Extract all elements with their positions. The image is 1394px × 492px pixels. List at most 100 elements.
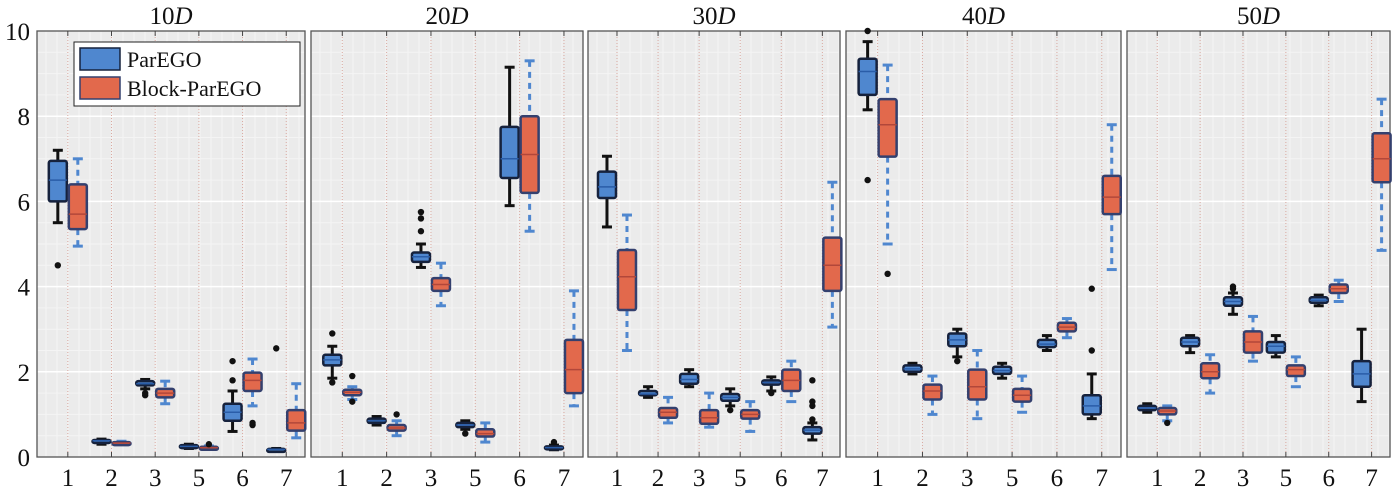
panel-title-number: 30 <box>692 3 717 30</box>
y-tick-label: 4 <box>18 275 31 302</box>
x-tick-label: 6 <box>513 465 526 492</box>
outlier-point <box>954 357 961 365</box>
x-tick-label: 7 <box>558 465 571 492</box>
x-tick-label: 2 <box>916 465 929 492</box>
panel-title-number: 50 <box>1237 3 1262 30</box>
box-block-parego <box>1371 131 1392 184</box>
x-tick-label: 5 <box>1006 465 1019 492</box>
outlier-point <box>273 345 280 352</box>
outlier-point <box>229 357 236 365</box>
box-block-parego <box>1199 362 1221 380</box>
x-tick-label: 2 <box>380 465 393 492</box>
box-block-parego <box>877 97 898 158</box>
x-tick-label: 6 <box>236 465 249 492</box>
x-tick-label: 2 <box>1194 465 1207 492</box>
x-tick-label: 5 <box>1280 465 1293 492</box>
panel-title: 30D <box>692 3 735 30</box>
outlier-point <box>462 430 469 437</box>
outlier-point <box>249 419 256 427</box>
plot-frame <box>310 30 584 458</box>
x-tick-label: 3 <box>693 465 706 492</box>
box-block-parego <box>967 368 988 401</box>
x-tick-label: 3 <box>149 465 162 492</box>
x-tick-label: 6 <box>1322 465 1335 492</box>
outlier-point <box>809 377 816 384</box>
y-tick-label: 6 <box>18 189 31 216</box>
outlier-point <box>809 402 816 410</box>
x-tick-label: 1 <box>62 465 75 492</box>
x-tick-label: 7 <box>1365 465 1378 492</box>
box-block-parego <box>1101 174 1122 216</box>
legend-label: Block-ParEGO <box>127 76 261 101</box>
box-parego <box>1081 393 1102 416</box>
plot-frame <box>36 30 306 458</box>
outlier-point <box>768 389 775 397</box>
outlier-point <box>1229 283 1237 290</box>
box-block-parego <box>67 183 89 231</box>
outlier-point <box>417 208 425 216</box>
box-block-parego <box>822 236 843 293</box>
panel-title-number: 40 <box>962 3 987 30</box>
y-tick-label: 0 <box>18 445 31 472</box>
x-tick-label: 7 <box>1096 465 1109 492</box>
outlier-point <box>809 416 816 423</box>
x-tick-label: 5 <box>193 465 206 492</box>
outlier-point <box>205 441 213 448</box>
y-tick-label: 8 <box>18 104 31 131</box>
panel-title: 50D <box>1237 3 1280 30</box>
plot-frame <box>1126 30 1391 458</box>
box-block-parego <box>616 248 638 312</box>
outlier-point <box>417 215 425 222</box>
x-tick-label: 2 <box>652 465 665 492</box>
panel-title-variable: D <box>173 3 192 30</box>
x-tick-label: 3 <box>1237 465 1250 492</box>
outlier-point <box>229 377 236 384</box>
outlier-point <box>1088 285 1095 292</box>
panel-20D: 20D 1 2 3 5 6 7 <box>310 3 585 492</box>
x-tick-label: 7 <box>280 465 293 492</box>
panel-title: 10D <box>149 3 192 30</box>
legend-swatch-parego <box>79 47 121 71</box>
box-block-parego <box>242 371 263 393</box>
panel-title-variable: D <box>986 3 1005 30</box>
outlier-point <box>417 228 425 235</box>
box-parego <box>596 170 618 200</box>
y-tick-label: 10 <box>5 19 30 46</box>
box-parego <box>47 159 69 203</box>
box-block-parego <box>285 408 307 432</box>
outlier-point <box>550 438 558 446</box>
panel-title: 40D <box>962 3 1005 30</box>
box-block-parego <box>563 338 585 395</box>
panel-title-variable: D <box>716 3 735 30</box>
outlier-point <box>54 262 62 269</box>
x-tick-label: 6 <box>775 465 788 492</box>
x-tick-label: 1 <box>1151 465 1164 492</box>
x-tick-label: 3 <box>961 465 974 492</box>
outlier-point <box>349 398 356 405</box>
panel-title-variable: D <box>449 3 468 30</box>
x-tick-label: 5 <box>469 465 482 492</box>
plot-frame <box>845 30 1122 458</box>
x-tick-label: 1 <box>871 465 884 492</box>
panel-30D: 30D 1 2 3 5 6 7 <box>587 3 843 492</box>
panel-title-variable: D <box>1261 3 1280 30</box>
panel-title-number: 20 <box>425 3 450 30</box>
x-tick-label: 6 <box>1051 465 1064 492</box>
outlier-point <box>727 406 734 414</box>
outlier-point <box>1088 347 1095 354</box>
outlier-point <box>393 411 400 418</box>
box-parego <box>499 125 520 180</box>
legend-swatch-block-parego <box>79 76 121 100</box>
box-block-parego <box>1285 364 1307 378</box>
outlier-point <box>141 389 149 397</box>
outlier-point <box>864 27 871 35</box>
box-parego <box>857 57 878 97</box>
y-tick-label: 2 <box>18 360 31 387</box>
panel-50D: 50D 1 2 3 5 6 7 <box>1126 3 1392 492</box>
panel-title-number: 10 <box>149 3 174 30</box>
box-block-parego <box>922 383 943 401</box>
outlier-point <box>329 330 336 337</box>
x-tick-label: 1 <box>336 465 349 492</box>
x-tick-label: 5 <box>734 465 747 492</box>
